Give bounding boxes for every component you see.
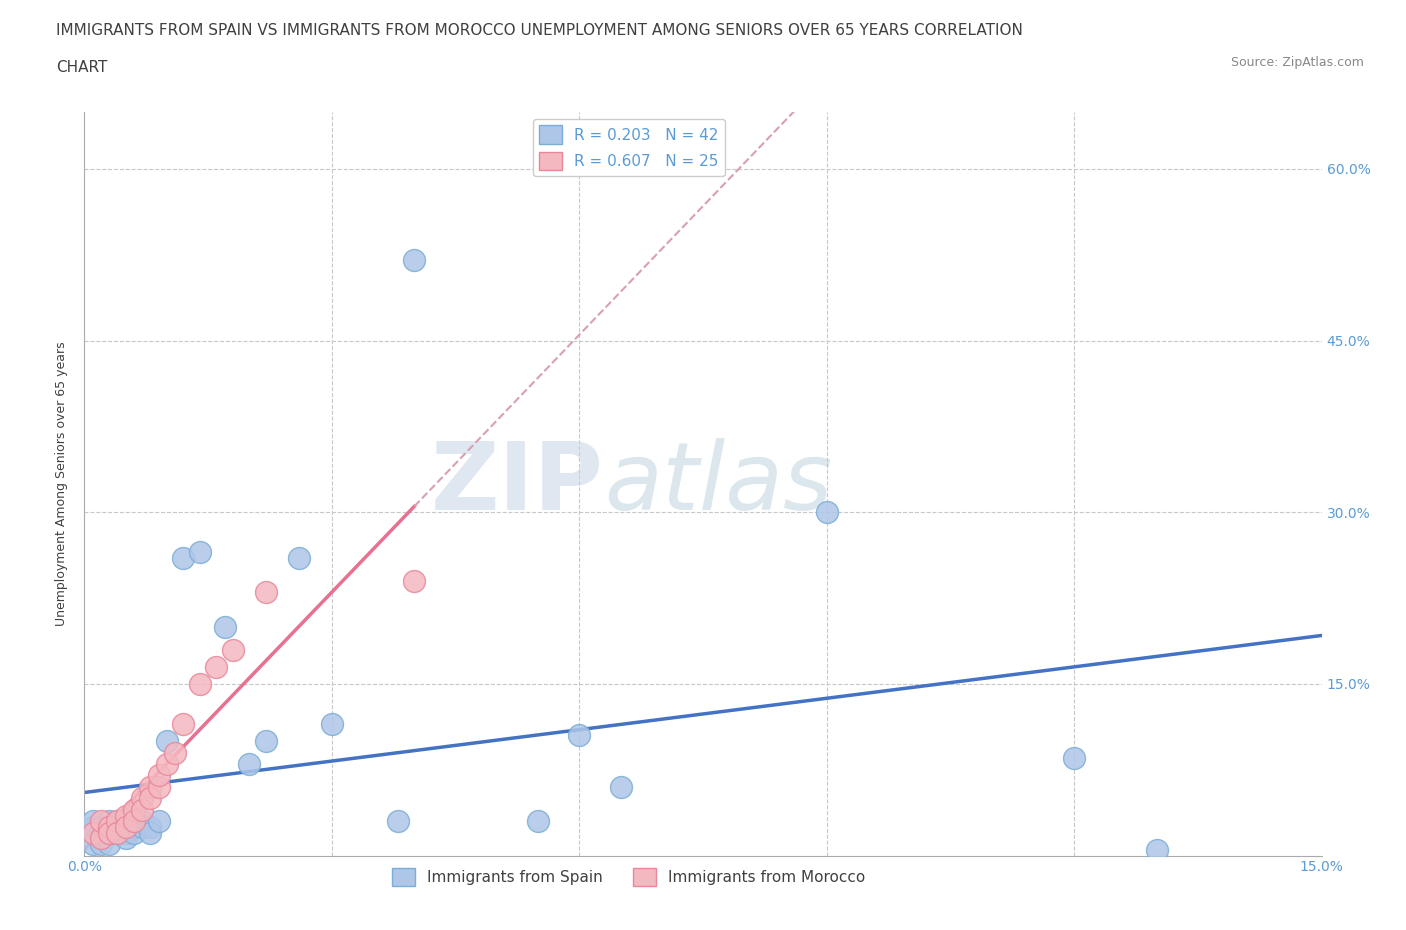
- Point: [105, 814, 128, 829]
- Point: [156, 734, 179, 749]
- Point: [131, 803, 153, 817]
- Point: [82, 825, 104, 840]
- Point: [139, 779, 162, 794]
- Point: [156, 757, 179, 772]
- Point: [82, 819, 104, 834]
- Point: [82, 814, 104, 829]
- Text: IMMIGRANTS FROM SPAIN VS IMMIGRANTS FROM MOROCCO UNEMPLOYMENT AMONG SENIORS OVER: IMMIGRANTS FROM SPAIN VS IMMIGRANTS FROM…: [56, 23, 1024, 38]
- Point: [172, 551, 194, 565]
- Point: [205, 659, 228, 674]
- Point: [122, 808, 145, 823]
- Point: [527, 814, 550, 829]
- Point: [82, 825, 104, 840]
- Point: [114, 808, 136, 823]
- Point: [90, 825, 112, 840]
- Point: [1063, 751, 1085, 765]
- Point: [1146, 843, 1168, 857]
- Point: [98, 814, 121, 829]
- Point: [254, 585, 277, 600]
- Y-axis label: Unemployment Among Seniors over 65 years: Unemployment Among Seniors over 65 years: [55, 341, 69, 626]
- Point: [131, 790, 153, 805]
- Point: [404, 253, 426, 268]
- Point: [387, 814, 409, 829]
- Point: [105, 825, 128, 840]
- Point: [214, 619, 236, 634]
- Text: atlas: atlas: [605, 438, 832, 529]
- Point: [139, 790, 162, 805]
- Point: [139, 819, 162, 834]
- Point: [288, 551, 311, 565]
- Point: [568, 728, 591, 743]
- Point: [188, 545, 211, 560]
- Point: [82, 837, 104, 852]
- Point: [148, 779, 170, 794]
- Point: [122, 819, 145, 834]
- Point: [90, 819, 112, 834]
- Point: [148, 768, 170, 783]
- Point: [105, 819, 128, 834]
- Point: [90, 831, 112, 846]
- Point: [131, 814, 153, 829]
- Point: [321, 716, 343, 731]
- Point: [139, 825, 162, 840]
- Point: [131, 819, 153, 834]
- Point: [172, 716, 194, 731]
- Point: [222, 642, 245, 657]
- Point: [98, 819, 121, 834]
- Point: [815, 505, 838, 520]
- Point: [122, 803, 145, 817]
- Point: [122, 814, 145, 829]
- Point: [165, 745, 187, 760]
- Point: [98, 837, 121, 852]
- Legend: Immigrants from Spain, Immigrants from Morocco: Immigrants from Spain, Immigrants from M…: [385, 862, 872, 893]
- Point: [114, 825, 136, 840]
- Point: [188, 676, 211, 691]
- Point: [90, 837, 112, 852]
- Point: [114, 819, 136, 834]
- Point: [114, 831, 136, 846]
- Text: ZIP: ZIP: [432, 438, 605, 529]
- Point: [238, 757, 260, 772]
- Text: CHART: CHART: [56, 60, 108, 75]
- Point: [254, 734, 277, 749]
- Point: [105, 814, 128, 829]
- Point: [98, 825, 121, 840]
- Text: Source: ZipAtlas.com: Source: ZipAtlas.com: [1230, 56, 1364, 69]
- Point: [609, 779, 631, 794]
- Point: [90, 831, 112, 846]
- Point: [122, 825, 145, 840]
- Point: [114, 819, 136, 834]
- Point: [90, 814, 112, 829]
- Point: [148, 814, 170, 829]
- Point: [105, 825, 128, 840]
- Point: [98, 819, 121, 834]
- Point: [98, 825, 121, 840]
- Point: [404, 574, 426, 589]
